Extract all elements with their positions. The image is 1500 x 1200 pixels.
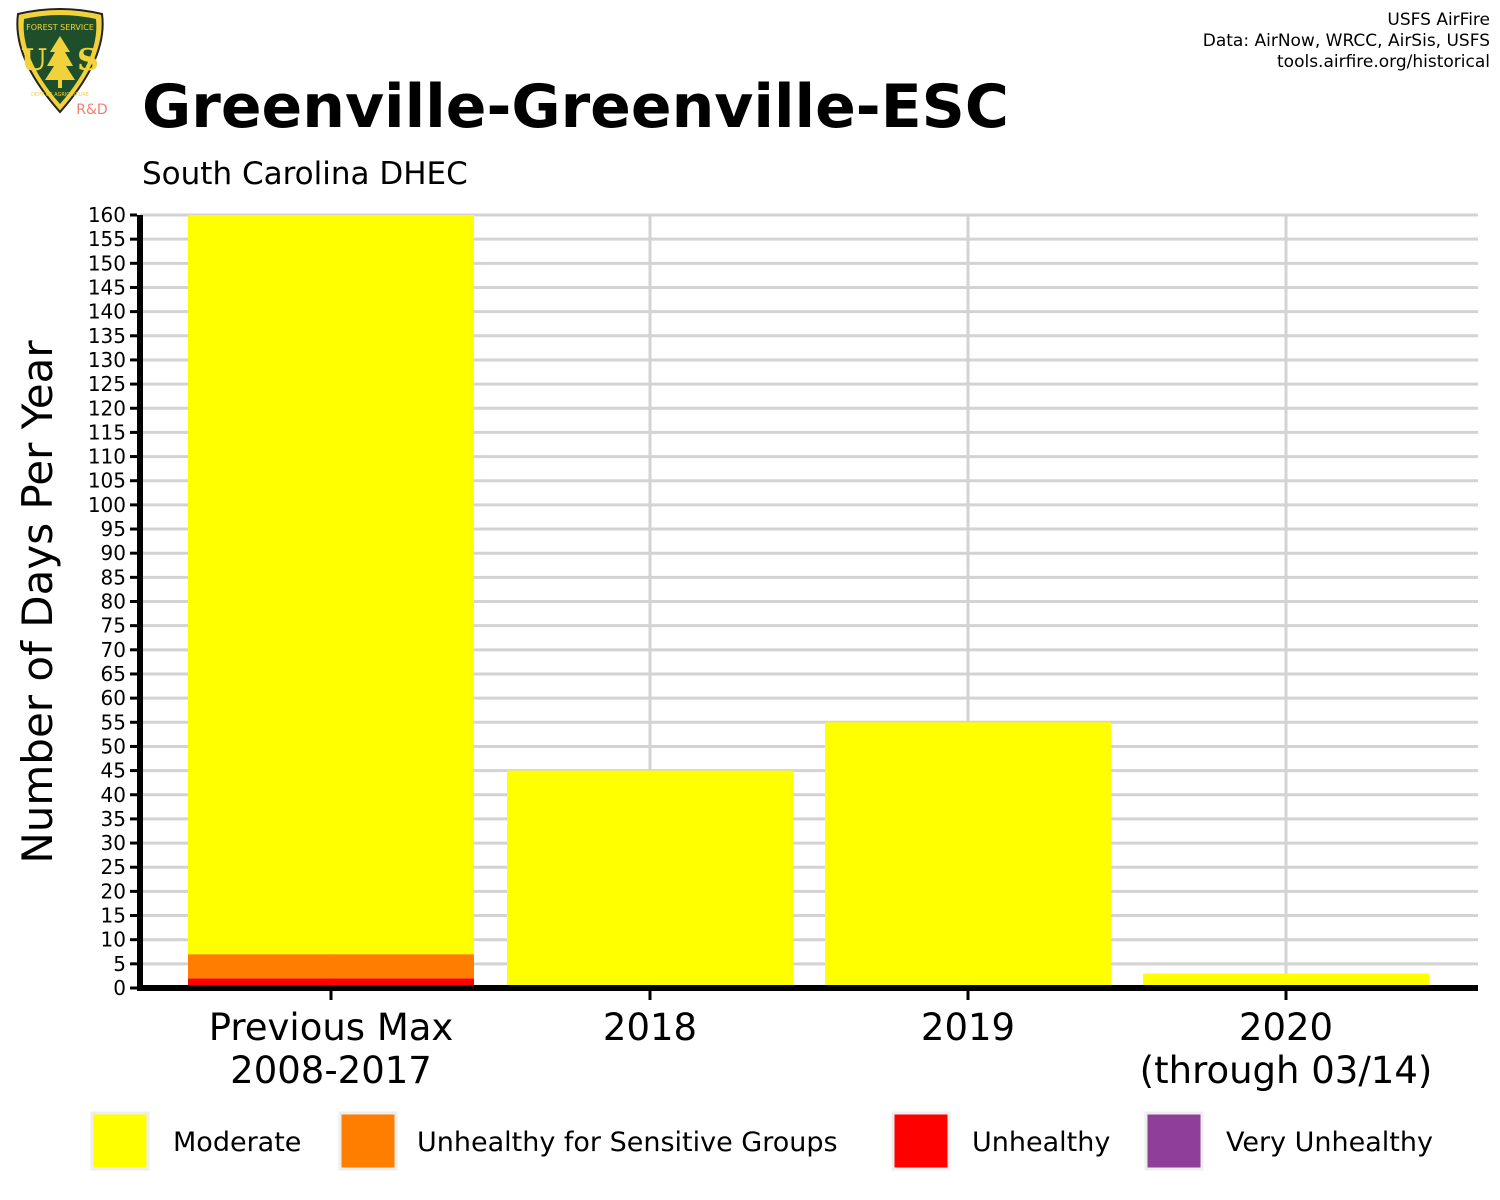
y-tick-label: 140 [88, 300, 126, 324]
credit-line: tools.airfire.org/historical [1277, 52, 1490, 72]
y-tick-label: 50 [101, 734, 126, 758]
bar-moderate [825, 722, 1111, 988]
credits: USFS AirFire Data: AirNow, WRCC, AirSis,… [1203, 10, 1490, 73]
y-tick-label: 100 [88, 493, 126, 517]
x-tick-label: 2018 [603, 1006, 697, 1049]
bar-moderate [1143, 973, 1429, 988]
y-tick-label: 125 [88, 372, 126, 396]
bar-unhealthy-for-sensitive-groups [188, 954, 474, 979]
chart-title: Greenville-Greenville-ESC [142, 72, 1009, 142]
credit-line: USFS AirFire [1387, 10, 1490, 30]
y-tick-label: 25 [101, 855, 126, 879]
y-tick-label: 95 [101, 517, 126, 541]
bars [188, 215, 1429, 988]
y-tick-label: 0 [113, 976, 126, 1000]
legend-label: Unhealthy [972, 1127, 1110, 1158]
y-tick-label: 65 [101, 662, 126, 686]
legend-label: Moderate [173, 1127, 301, 1158]
y-tick-label: 105 [88, 469, 126, 493]
y-tick-label: 55 [101, 710, 126, 734]
svg-text:S: S [77, 43, 99, 78]
y-tick-labels: 0510152025303540455055606570758085909510… [88, 203, 126, 1000]
y-tick-label: 70 [101, 638, 126, 662]
legend-swatch [1144, 1111, 1204, 1171]
svg-text:FOREST SERVICE: FOREST SERVICE [26, 23, 94, 32]
credit-line: Data: AirNow, WRCC, AirSis, USFS [1202, 31, 1490, 51]
x-tick-label: Previous Max [209, 1006, 454, 1049]
y-tick-label: 30 [101, 831, 126, 855]
y-tick-label: 110 [88, 445, 126, 469]
y-axis-label: Number of Days Per Year [13, 340, 62, 864]
y-tick-label: 75 [101, 614, 126, 638]
legend-label: Unhealthy for Sensitive Groups [417, 1127, 838, 1158]
y-tick-label: 45 [101, 759, 126, 783]
y-tick-label: 40 [101, 783, 126, 807]
y-tick-label: 155 [88, 227, 126, 251]
bar-moderate [188, 215, 474, 955]
y-tick-label: 90 [101, 541, 126, 565]
legend-swatch [891, 1111, 951, 1171]
svg-text:DEPT OF AGRICULTURE: DEPT OF AGRICULTURE [31, 92, 89, 98]
y-tick-label: 80 [101, 590, 126, 614]
y-tick-label: 135 [88, 324, 126, 348]
axes [130, 213, 1478, 1000]
y-tick-label: 15 [101, 904, 126, 928]
x-tick-label: 2019 [921, 1006, 1015, 1049]
y-tick-label: 20 [101, 879, 126, 903]
x-tick-label: (through 03/14) [1140, 1049, 1433, 1092]
x-tick-label: 2020 [1239, 1006, 1333, 1049]
y-tick-label: 130 [88, 348, 126, 372]
y-tick-label: 35 [101, 807, 126, 831]
usfs-shield-icon: FOREST SERVICE U S DEPT OF AGRICULTURE R… [16, 8, 108, 118]
y-tick-label: 150 [88, 251, 126, 275]
y-tick-label: 5 [113, 952, 126, 976]
x-tick-label: 2008-2017 [230, 1049, 432, 1092]
svg-text:U: U [21, 43, 47, 78]
legend: Moderate Unhealthy for Sensitive Groups Un… [90, 1111, 1433, 1171]
bar-unhealthy [188, 978, 474, 988]
y-tick-label: 160 [88, 203, 126, 227]
y-tick-label: 120 [88, 396, 126, 420]
y-tick-label: 85 [101, 565, 126, 589]
legend-swatch [90, 1111, 150, 1171]
svg-text:R&D: R&D [76, 102, 107, 118]
y-tick-label: 145 [88, 275, 126, 299]
legend-swatch [338, 1111, 398, 1171]
y-tick-label: 10 [101, 928, 126, 952]
y-tick-label: 60 [101, 686, 126, 710]
bar-moderate [507, 770, 793, 988]
chart-subtitle: South Carolina DHEC [142, 156, 468, 192]
y-tick-label: 115 [88, 420, 126, 444]
legend-label: Very Unhealthy [1226, 1127, 1433, 1158]
